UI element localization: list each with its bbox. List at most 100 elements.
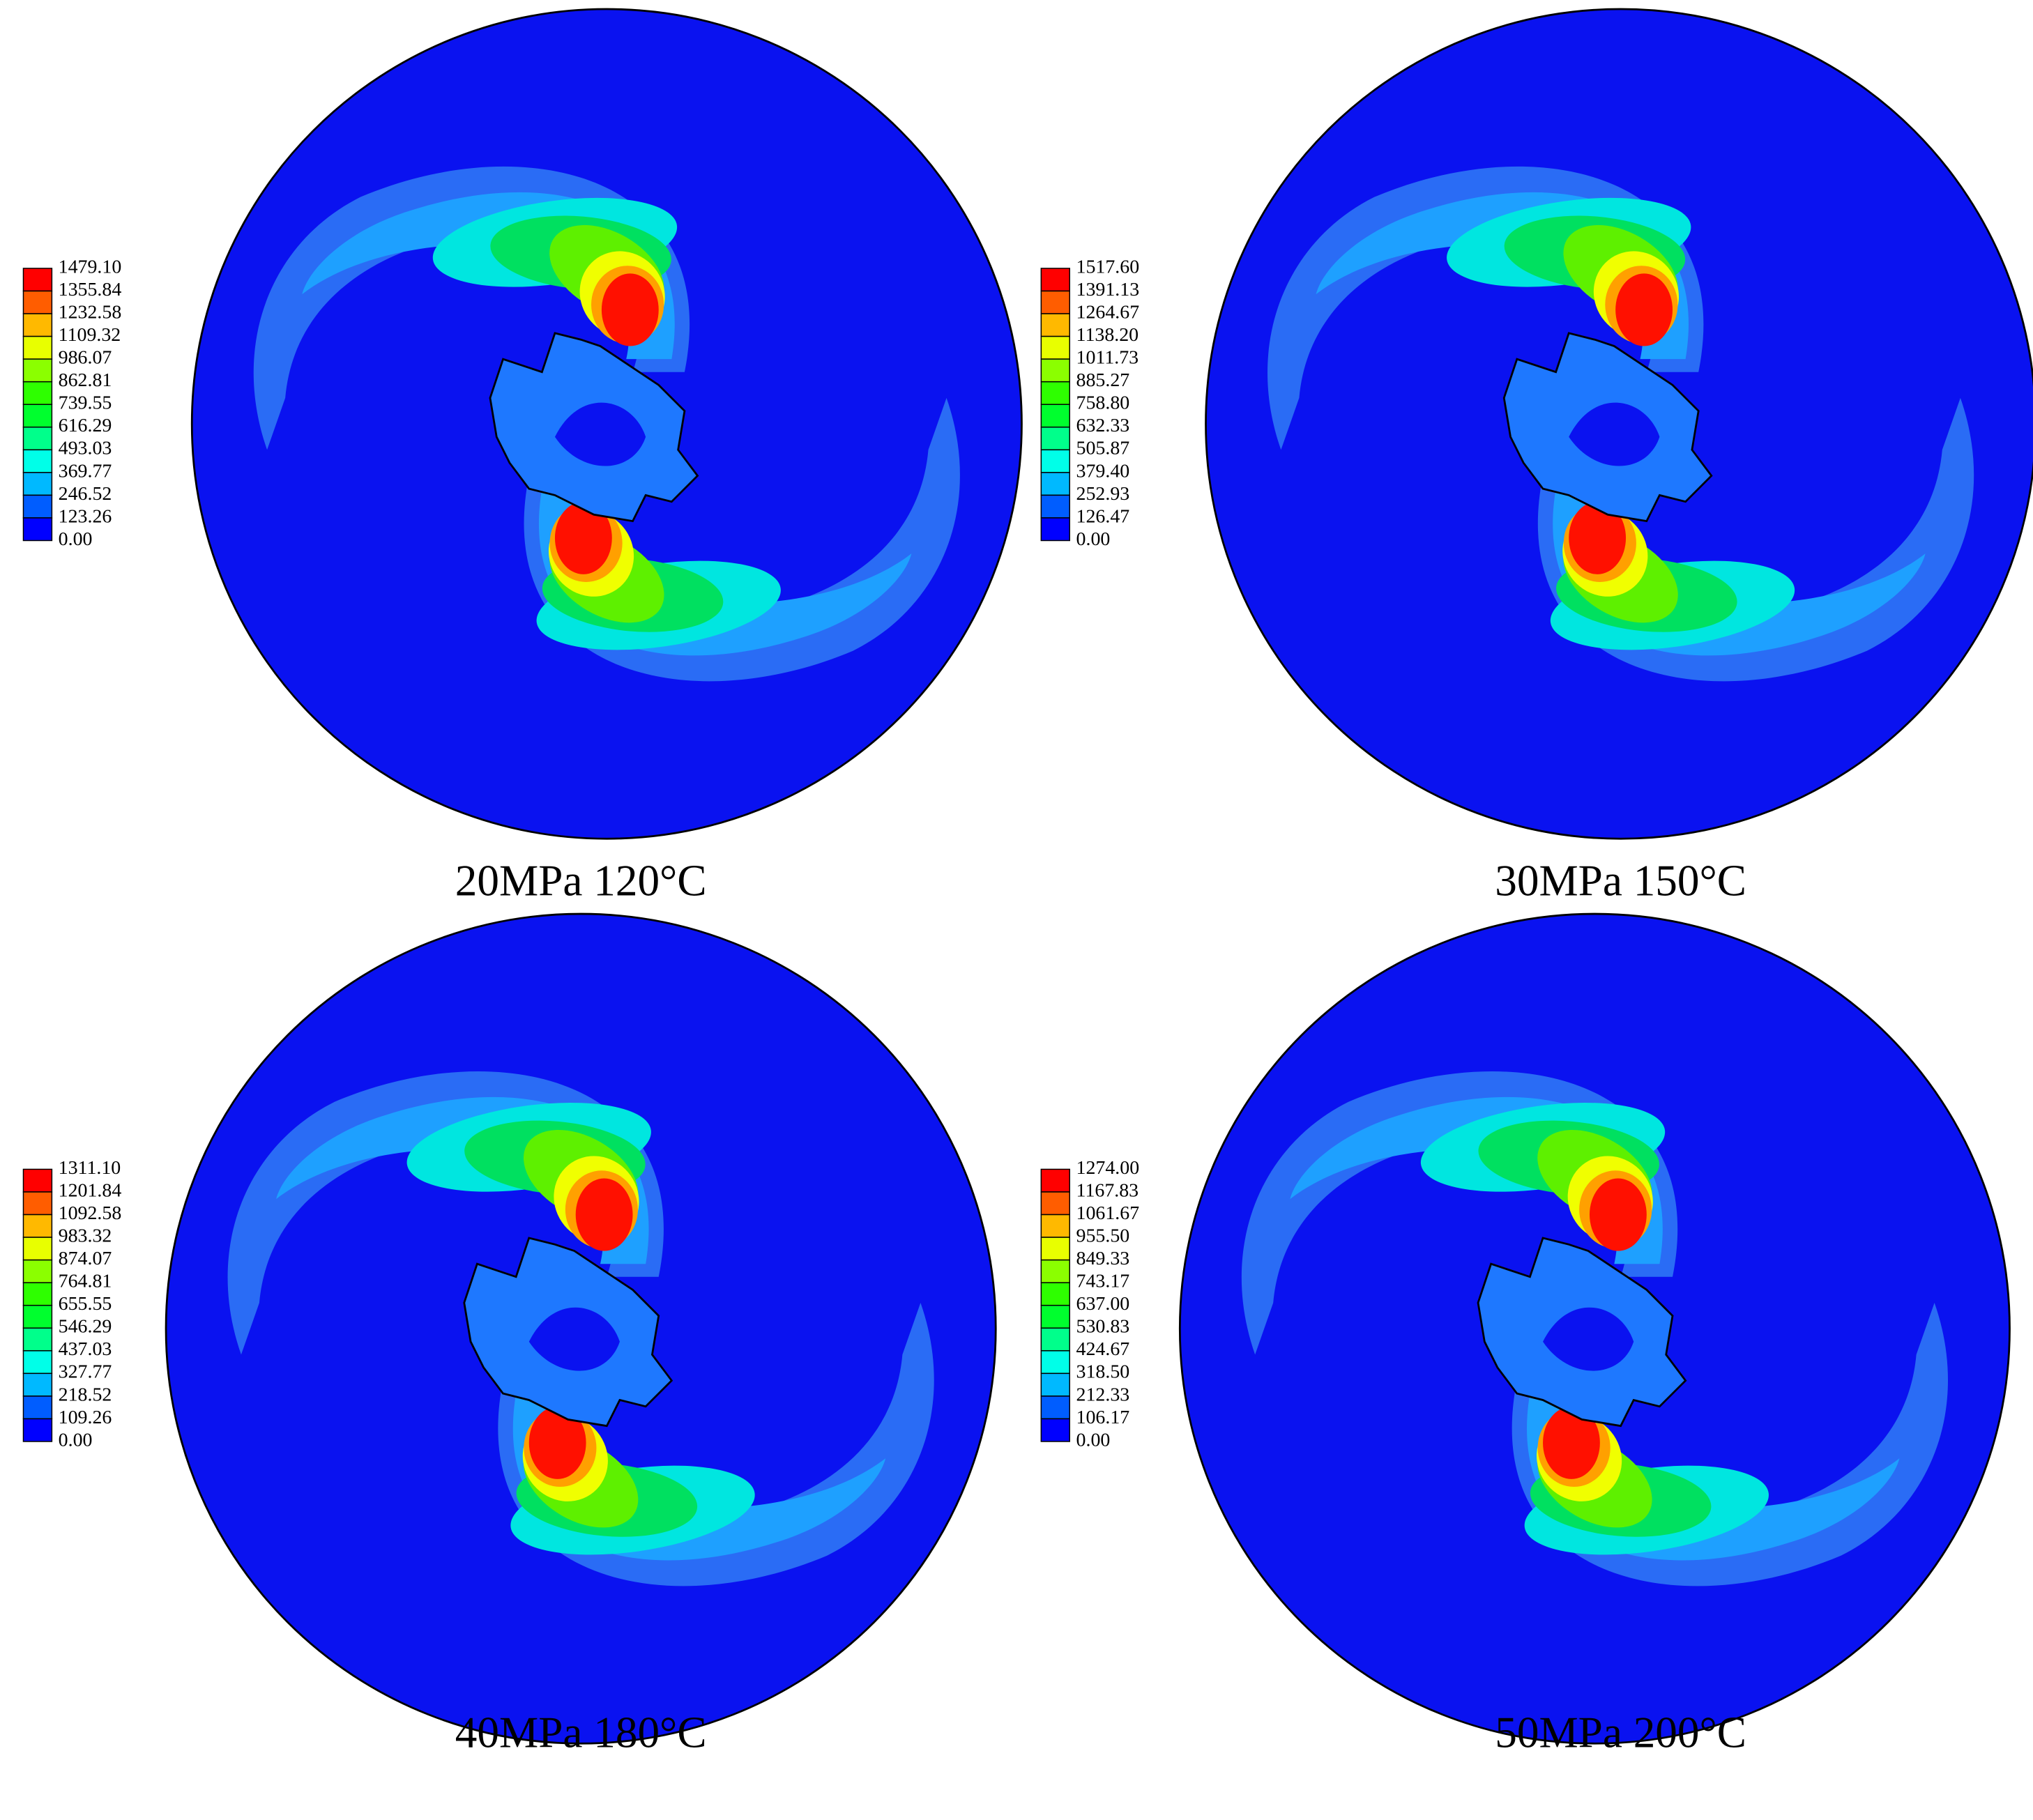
- panel-caption: 50MPa 200°C: [1495, 1708, 1746, 1757]
- legend-label: 252.93: [1076, 483, 1130, 505]
- legend-swatch: [22, 449, 53, 473]
- legend-label: 437.03: [59, 1338, 112, 1360]
- legend-label: 1061.67: [1076, 1202, 1140, 1224]
- legend-label: 106.17: [1076, 1407, 1130, 1428]
- legend-swatch: [22, 494, 53, 519]
- legend-swatch: [22, 1282, 53, 1306]
- legend-label: 493.03: [59, 438, 112, 459]
- legend-swatch: [22, 1350, 53, 1375]
- legend-swatch: [1040, 1395, 1070, 1420]
- legend-swatch: [1040, 494, 1070, 519]
- contour-plot: [166, 914, 996, 1743]
- legend-swatch: [1040, 472, 1070, 496]
- legend-label: 1517.60: [1076, 256, 1140, 277]
- legend-swatch: [22, 268, 53, 292]
- legend-label: 369.77: [59, 460, 112, 482]
- panel-caption: 40MPa 180°C: [455, 1708, 707, 1757]
- legend-label: 109.26: [59, 1407, 112, 1428]
- legend-swatch: [22, 1418, 53, 1442]
- legend-label: 862.81: [59, 369, 112, 391]
- legend-label: 379.40: [1076, 460, 1130, 482]
- legend-swatch: [1040, 1350, 1070, 1375]
- legend-swatch: [22, 1327, 53, 1352]
- legend-label: 616.29: [59, 415, 112, 436]
- legend-label: 885.27: [1076, 369, 1130, 391]
- legend-label: 246.52: [59, 483, 112, 505]
- legend-label: 318.50: [1076, 1361, 1130, 1383]
- legend-label: 874.07: [59, 1248, 112, 1269]
- legend-swatch: [1040, 1191, 1070, 1216]
- legend-swatch: [22, 1259, 53, 1283]
- legend-swatch: [1040, 1304, 1070, 1329]
- legend-label: 1138.20: [1076, 324, 1139, 346]
- legend-swatch: [22, 290, 53, 314]
- legend-swatch: [1040, 427, 1070, 451]
- legend-label: 1355.84: [59, 279, 122, 300]
- legend-label: 530.83: [1076, 1316, 1130, 1338]
- legend-swatch: [1040, 335, 1070, 360]
- legend-label: 0.00: [59, 1429, 93, 1451]
- legend-swatch: [22, 517, 53, 542]
- legend-label: 505.87: [1076, 438, 1130, 459]
- legend-label: 986.07: [59, 347, 112, 369]
- legend-label: 0.00: [1076, 528, 1111, 550]
- legend-label: 126.47: [1076, 505, 1130, 527]
- legend-swatch: [22, 381, 53, 405]
- legend-swatch: [1040, 1372, 1070, 1397]
- legend-label: 1274.00: [1076, 1157, 1140, 1179]
- legend-swatch: [1040, 1418, 1070, 1442]
- legend-label: 955.50: [1076, 1225, 1130, 1246]
- legend-swatch: [1040, 1327, 1070, 1352]
- legend-label: 849.33: [1076, 1248, 1130, 1269]
- legend-swatch: [22, 404, 53, 428]
- legend-swatch: [22, 1304, 53, 1329]
- legend-swatch: [22, 1214, 53, 1238]
- legend-swatch: [22, 427, 53, 451]
- legend-swatch: [1040, 1214, 1070, 1238]
- legend-label: 218.52: [59, 1384, 112, 1405]
- legend-swatch: [22, 1168, 53, 1193]
- legend-swatch: [1040, 1168, 1070, 1193]
- legend-swatch: [22, 1372, 53, 1397]
- legend-swatch: [22, 335, 53, 360]
- legend-label: 637.00: [1076, 1293, 1130, 1315]
- panel-caption: 20MPa 120°C: [455, 857, 707, 905]
- legend-label: 758.80: [1076, 392, 1130, 414]
- legend-swatch: [1040, 1237, 1070, 1261]
- legend-label: 1311.10: [59, 1157, 121, 1179]
- legend-swatch: [1040, 381, 1070, 405]
- legend-label: 327.77: [59, 1361, 112, 1383]
- legend-swatch: [22, 358, 53, 383]
- legend-label: 0.00: [1076, 1429, 1111, 1451]
- legend-swatch: [1040, 290, 1070, 314]
- legend-label: 1479.10: [59, 256, 122, 277]
- legend-swatch: [1040, 517, 1070, 542]
- legend-label: 743.17: [1076, 1271, 1130, 1292]
- legend-swatch: [1040, 313, 1070, 337]
- contour-plot: [1206, 9, 2033, 839]
- legend-swatch: [22, 1237, 53, 1261]
- legend-label: 983.32: [59, 1225, 112, 1246]
- legend-swatch: [1040, 268, 1070, 292]
- legend-label: 1264.67: [1076, 301, 1140, 323]
- legend-swatch: [1040, 358, 1070, 383]
- legend-swatch: [1040, 404, 1070, 428]
- legend-label: 123.26: [59, 505, 112, 527]
- legend-label: 1201.84: [59, 1179, 122, 1201]
- legend-swatch: [1040, 1259, 1070, 1283]
- legend-label: 424.67: [1076, 1338, 1130, 1360]
- legend-swatch: [22, 472, 53, 496]
- legend-label: 632.33: [1076, 415, 1130, 436]
- legend-label: 1232.58: [59, 301, 122, 323]
- panel-caption: 30MPa 150°C: [1495, 857, 1746, 905]
- legend-swatch: [1040, 449, 1070, 473]
- legend-label: 1092.58: [59, 1202, 122, 1224]
- legend-label: 212.33: [1076, 1384, 1130, 1405]
- contour-plot: [192, 9, 1021, 839]
- legend-swatch: [22, 1191, 53, 1216]
- legend-label: 655.55: [59, 1293, 112, 1315]
- legend-label: 739.55: [59, 392, 112, 414]
- legend-label: 1011.73: [1076, 347, 1139, 369]
